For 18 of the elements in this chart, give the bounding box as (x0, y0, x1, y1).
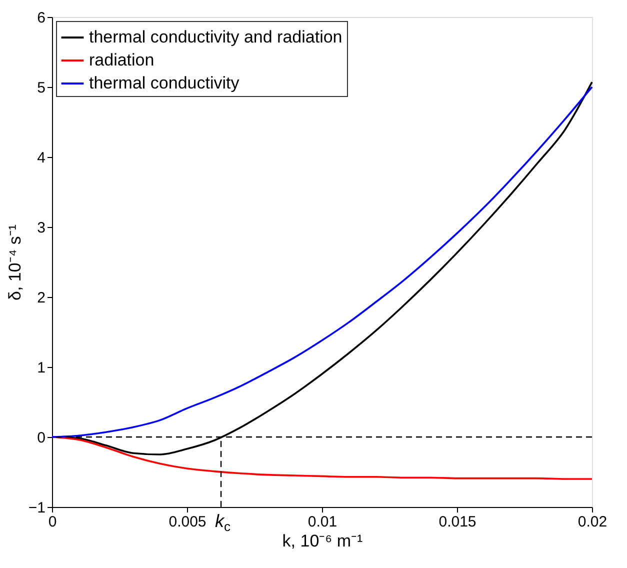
x-tick-label: 0.005 (168, 514, 206, 530)
x-tick-label: 0.02 (578, 514, 608, 530)
legend-label: thermal conductivity and radiation (89, 28, 342, 46)
legend-label: thermal conductivity (89, 74, 240, 92)
y-tick-label: 6 (37, 10, 46, 26)
x-tick-label: 0.01 (308, 514, 338, 530)
x-axis-title: k, 10⁻⁶ m⁻¹ (282, 532, 364, 550)
y-tick-label: 1 (37, 360, 46, 376)
x-tick-label: 0.015 (438, 514, 476, 530)
x-tick-label: 0 (48, 514, 57, 530)
y-tick-label: 3 (37, 220, 46, 236)
y-tick-label: 0 (37, 430, 46, 446)
y-tick-label: 5 (37, 80, 46, 96)
y-tick-label: 4 (37, 150, 46, 166)
y-tick-label: 2 (37, 290, 46, 306)
y-axis-title: δ, 10⁻⁴ s⁻¹ (5, 224, 24, 301)
legend-label: radiation (89, 50, 154, 70)
y-tick-label: −1 (28, 500, 46, 516)
